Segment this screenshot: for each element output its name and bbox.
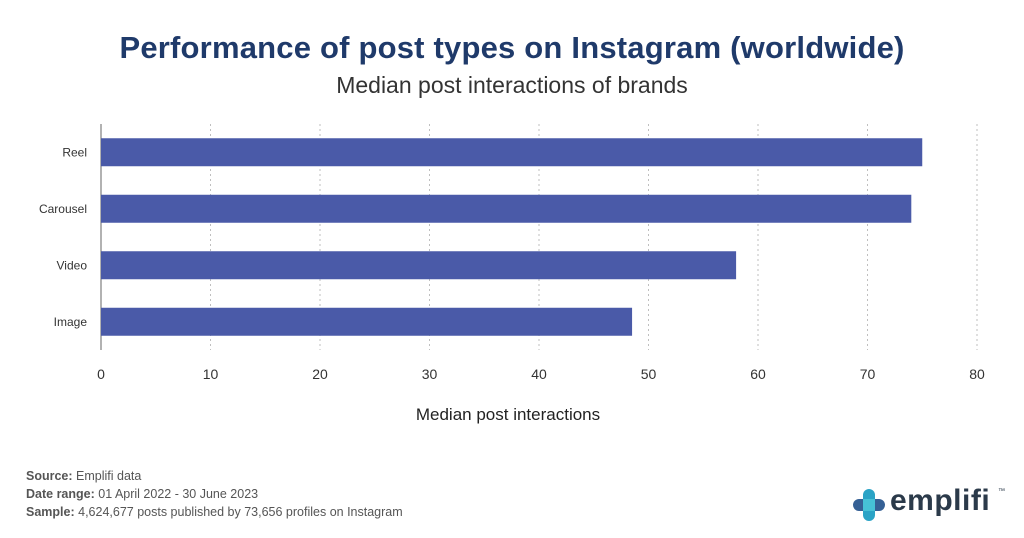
x-axis-title: Median post interactions (416, 405, 600, 424)
category-label: Video (57, 258, 88, 272)
bar-carousel (101, 194, 912, 223)
x-tick-label: 20 (312, 366, 328, 382)
x-tick-label: 30 (422, 366, 438, 382)
bars (101, 138, 923, 336)
category-label: Image (54, 315, 88, 329)
footer-notes: Source: Emplifi data Date range: 01 Apri… (26, 467, 403, 521)
x-tick-label: 10 (203, 366, 219, 382)
x-tick-label: 40 (531, 366, 547, 382)
chart-title: Performance of post types on Instagram (… (119, 30, 905, 65)
date-range-line: Date range: 01 April 2022 - 30 June 2023 (26, 487, 259, 501)
x-tick-label: 50 (641, 366, 657, 382)
sample-line: Sample: 4,624,677 posts published by 73,… (26, 505, 403, 519)
category-labels: Reel Carousel Video Image (39, 145, 87, 329)
chart-subtitle: Median post interactions of brands (336, 72, 688, 98)
bar-video (101, 251, 737, 280)
category-label: Carousel (39, 202, 87, 216)
bar-reel (101, 138, 923, 167)
source-line: Source: Emplifi data (26, 469, 142, 483)
x-tick-label: 70 (860, 366, 876, 382)
bar-chart: Reel Carousel Video Image 0 10 20 30 40 50 60 70 80… (39, 124, 985, 424)
x-tick-label: 0 (97, 366, 105, 382)
x-tick-labels: 0 10 20 30 40 50 60 70 80 (97, 366, 985, 382)
bar-image (101, 307, 633, 336)
category-label: Reel (62, 145, 87, 159)
x-tick-label: 80 (969, 366, 985, 382)
x-tick-label: 60 (750, 366, 766, 382)
brand-name: emplifi (890, 484, 991, 517)
brand-logo: emplifi ™ (852, 484, 1012, 526)
trademark-mark: ™ (998, 488, 1005, 495)
emplifi-logo-mark-icon (853, 489, 885, 521)
